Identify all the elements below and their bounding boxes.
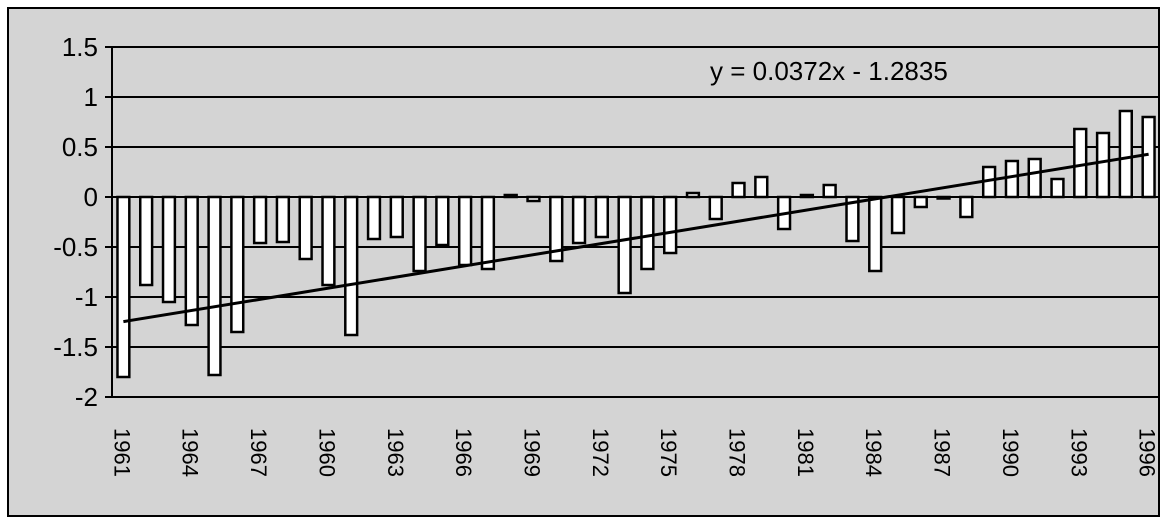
trendline-equation: y = 0.0372x - 1.2835 xyxy=(710,56,948,86)
bar-1991 xyxy=(799,193,815,199)
x-tick-label: 1972 xyxy=(588,428,613,477)
y-tick-label: -1 xyxy=(75,282,98,312)
bar-2001 xyxy=(1027,157,1042,199)
x-tick-label: 1964 xyxy=(178,428,203,477)
bar-1995 xyxy=(890,195,906,235)
bar-1970 xyxy=(321,195,336,287)
x-tick-label: 1963 xyxy=(383,428,408,477)
bar-1964 xyxy=(184,195,199,327)
x-tick-label: 1990 xyxy=(998,428,1023,477)
bar-1986 xyxy=(685,191,701,199)
x-tick-label: 1984 xyxy=(861,428,886,477)
y-tick-label: 1.5 xyxy=(62,32,98,62)
bar-1976 xyxy=(457,195,473,267)
chart-background xyxy=(7,7,1160,517)
bar-1969 xyxy=(298,195,313,261)
x-tick-label: 1960 xyxy=(314,428,339,477)
x-tick-label: 1993 xyxy=(1066,428,1091,477)
bar-1984 xyxy=(640,195,655,271)
bar-1983 xyxy=(617,195,632,295)
bar-1982 xyxy=(594,195,609,239)
bar-2004 xyxy=(1095,131,1111,199)
bar-1979 xyxy=(526,195,541,203)
bar-1988 xyxy=(731,181,746,199)
y-tick-label: -2 xyxy=(75,382,98,412)
bar-1973 xyxy=(389,195,404,239)
bar-1968 xyxy=(275,195,291,244)
bar-1980 xyxy=(549,195,564,263)
y-tick-label: 0 xyxy=(84,182,98,212)
x-tick-label: 1981 xyxy=(793,428,818,477)
bars xyxy=(116,109,1156,379)
bar-1987 xyxy=(708,195,723,221)
bar-2005 xyxy=(1118,109,1133,199)
bar-1967 xyxy=(252,195,268,245)
bar-1985 xyxy=(663,195,678,255)
bar-1977 xyxy=(480,195,496,271)
bar-2003 xyxy=(1073,127,1088,199)
bar-2006 xyxy=(1141,115,1156,199)
y-tick-label: 0.5 xyxy=(62,132,98,162)
bar-1989 xyxy=(754,175,769,199)
x-tick-label: 1967 xyxy=(246,428,271,477)
bar-2002 xyxy=(1050,177,1065,199)
bar-1966 xyxy=(230,195,245,334)
bar-1965 xyxy=(207,195,222,377)
x-tick-label: 1987 xyxy=(930,428,955,477)
x-tick-label: 1975 xyxy=(656,428,681,477)
bar-1992 xyxy=(822,183,837,199)
x-tick-label: 1961 xyxy=(109,428,134,477)
y-tick-label: 1 xyxy=(84,82,98,112)
x-tick-label: 1978 xyxy=(725,428,750,477)
x-tick-label: 1966 xyxy=(451,428,476,477)
x-axis-ticks: 1961 1964 1967 1960 1963 1966 1969 1972 1975 1978… xyxy=(109,428,1160,477)
bar-1963 xyxy=(161,195,177,304)
bar-1975 xyxy=(435,195,450,247)
bar-1994 xyxy=(868,195,883,273)
trendline-group xyxy=(123,152,1149,324)
bar-1996 xyxy=(913,195,928,209)
bar-1961 xyxy=(116,195,131,379)
y-axis-ticks: 1.5 1 0.5 0 -0.5 -1 -1.5 -2 xyxy=(53,32,98,412)
bar-1998 xyxy=(959,195,974,219)
bar-2000 xyxy=(1004,159,1020,199)
y-tick-label: -1.5 xyxy=(53,332,98,362)
y-tick-label: -0.5 xyxy=(53,232,98,262)
bar-1978 xyxy=(503,193,518,199)
x-tick-label: 1969 xyxy=(519,428,544,477)
bar-1993 xyxy=(845,195,860,243)
bar-1981 xyxy=(571,195,587,245)
bar-1971 xyxy=(344,195,359,337)
bar-1962 xyxy=(139,195,154,287)
bar-1997 xyxy=(936,195,951,200)
bar-1974 xyxy=(412,195,427,273)
trendline xyxy=(123,152,1149,324)
bar-1972 xyxy=(366,195,382,241)
x-tick-label: 1996 xyxy=(1135,428,1160,477)
